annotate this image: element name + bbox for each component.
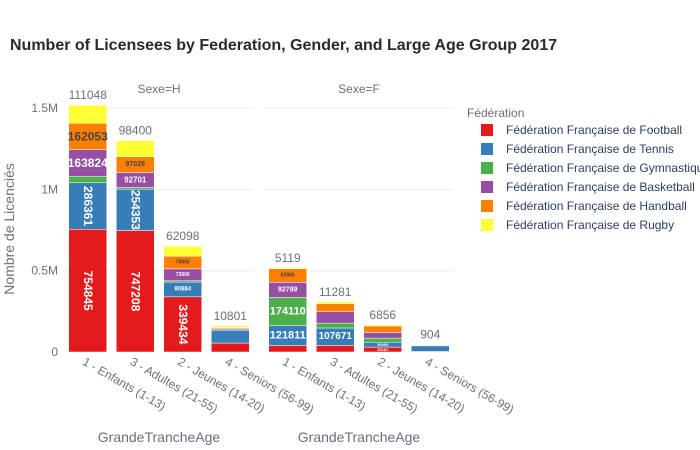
- bar-federation-francaise-de-football: [211, 342, 250, 353]
- bar-federation-francaise-de-tennis: [411, 345, 450, 352]
- total-label: 11281: [319, 285, 352, 299]
- legend-item-federation-francaise-de-handball[interactable]: Fédération Française de Handball: [506, 199, 687, 213]
- legend-swatch-federation-francaise-de-basketball[interactable]: [481, 181, 493, 193]
- bar-federation-francaise-de-rugby: [211, 325, 250, 328]
- segment-value-label: 107671: [319, 331, 353, 342]
- y-tick-label: 0.5M: [31, 264, 58, 278]
- bar-federation-francaise-de-gymnastique: [316, 322, 355, 329]
- bar-federation-francaise-de-rugby: [316, 301, 355, 304]
- chart-title: Number of Licensees by Federation, Gende…: [10, 37, 557, 54]
- bar-federation-francaise-de-handball: [363, 325, 402, 333]
- x-axis-title: GrandeTrancheAge: [98, 429, 221, 445]
- legend-swatch-federation-francaise-de-rugby[interactable]: [481, 219, 493, 231]
- legend-swatch-federation-francaise-de-tennis[interactable]: [481, 143, 493, 155]
- total-label: 6856: [369, 308, 396, 322]
- x-tick-label: 1 - Enfants (1-13): [80, 354, 168, 413]
- segment-value-label: 174110: [270, 306, 306, 318]
- legend-item-federation-francaise-de-gymnastique[interactable]: Fédération Française de Gymnastique: [506, 161, 700, 175]
- bars: [68, 104, 450, 353]
- x-axis-title: GrandeTrancheAge: [298, 429, 421, 445]
- legend-title: Fédération: [467, 106, 524, 120]
- bar-federation-francaise-de-football: [316, 345, 355, 353]
- total-label: 62098: [166, 229, 200, 243]
- bar-federation-francaise-de-basketball: [316, 311, 355, 324]
- segment-value-label: 286361: [81, 186, 95, 226]
- bar-federation-francaise-de-rugby: [411, 344, 450, 346]
- total-label: 904: [420, 328, 440, 342]
- legend-swatch-federation-francaise-de-gymnastique[interactable]: [481, 162, 493, 174]
- bar-federation-francaise-de-football: [116, 230, 155, 353]
- y-axis-title: Nombre de Licenciés: [1, 163, 17, 295]
- bar-federation-francaise-de-rugby: [268, 267, 307, 269]
- bar-federation-francaise-de-rugby: [116, 140, 155, 157]
- legend: Fédération Française de Football Fédérati…: [481, 123, 700, 232]
- total-label: 10801: [214, 309, 248, 323]
- segment-value-label: 30000: [377, 342, 389, 347]
- bar-federation-francaise-de-gymnastique: [68, 175, 107, 183]
- bar-federation-francaise-de-tennis: [68, 182, 107, 230]
- bar-federation-francaise-de-basketball: [68, 149, 107, 177]
- segment-value-label: 254353: [128, 190, 142, 230]
- segment-value-label: 92789: [278, 286, 298, 293]
- legend-item-federation-francaise-de-tennis[interactable]: Fédération Française de Tennis: [506, 142, 674, 156]
- segment-value-label: 83980: [281, 272, 295, 278]
- bar-federation-francaise-de-tennis: [116, 188, 155, 231]
- segment-value-label: 754845: [81, 271, 95, 311]
- bar-federation-francaise-de-football: [68, 229, 107, 353]
- segment-value-label: 162053: [68, 129, 108, 143]
- total-label: 5119: [275, 251, 301, 265]
- segment-value-label: 121811: [270, 330, 306, 342]
- segment-value-label: 339434: [176, 304, 190, 344]
- y-tick-label: 0: [51, 345, 58, 359]
- bar-federation-francaise-de-rugby: [68, 104, 107, 124]
- segment-value-label: 78000: [176, 260, 190, 266]
- facet-label: Sexe=F: [338, 82, 380, 96]
- bar-federation-francaise-de-rugby: [163, 245, 202, 257]
- bar-federation-francaise-de-gymnastique: [268, 297, 307, 326]
- data-labels: 111048 98400 62098 10801 5119 11281 6856 904 754…: [68, 88, 441, 352]
- bar-federation-francaise-de-handball: [316, 303, 355, 312]
- segment-value-label: 90884: [174, 286, 191, 292]
- bar-federation-francaise-de-football: [163, 296, 202, 353]
- legend-swatch-federation-francaise-de-football[interactable]: [481, 124, 493, 136]
- segment-value-label: 163824: [68, 156, 108, 170]
- legend-item-federation-francaise-de-basketball[interactable]: Fédération Française de Basketball: [506, 180, 695, 194]
- bar-federation-francaise-de-rugby: [363, 324, 402, 327]
- segment-value-label: 73000: [176, 272, 190, 278]
- segment-value-label: 92701: [124, 176, 147, 185]
- bar-federation-francaise-de-football: [268, 345, 307, 353]
- y-tick-label: 1.5M: [31, 101, 58, 115]
- facet-label: Sexe=H: [137, 82, 180, 96]
- total-label: 98400: [119, 124, 153, 138]
- y-tick-label: 1M: [41, 182, 58, 196]
- segment-value-label: 97028: [126, 161, 146, 168]
- bar-federation-francaise-de-tennis: [211, 329, 250, 344]
- bar-federation-francaise-de-basketball: [363, 332, 402, 339]
- segment-value-label: 30181: [377, 347, 389, 352]
- bar-federation-francaise-de-handball: [68, 122, 107, 150]
- legend-item-federation-francaise-de-football[interactable]: Fédération Française de Football: [506, 123, 682, 137]
- legend-item-federation-francaise-de-rugby[interactable]: Fédération Française de Rugby: [506, 218, 674, 232]
- segment-value-label: 747208: [128, 271, 142, 311]
- total-label: 111048: [69, 88, 108, 102]
- legend-swatch-federation-francaise-de-handball[interactable]: [481, 200, 493, 212]
